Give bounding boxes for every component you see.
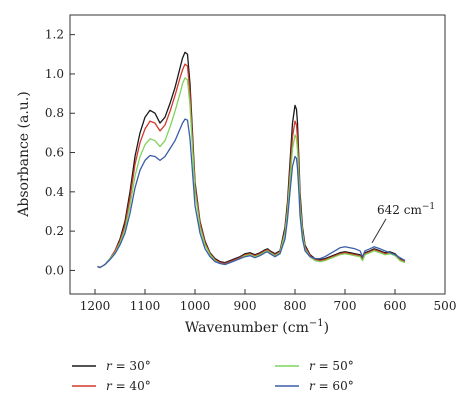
x-tick-label: 1000 [180,299,211,313]
series-layer [97,51,406,269]
legend-label-1: r = 30° [106,359,151,373]
x-tick-label: 1100 [130,299,161,313]
y-tick-label: 0.4 [45,185,64,199]
plot-frame [69,14,446,295]
x-axis-label: Wavenumber (cm−1) [185,318,329,336]
y-axis-label: Absorbance (a.u.) [16,91,32,217]
y-tick-label: 1.0 [45,67,64,81]
y-tick-label: 0.0 [45,263,64,277]
y-tick-label: 0.6 [45,146,64,160]
series-line-2 [97,63,406,269]
series-line-1 [97,51,406,269]
x-tick-label: 500 [434,299,457,313]
legend-label-3: r = 50° [309,359,354,373]
x-tick-label: 700 [334,299,357,313]
x-axis-ticks: 1200 1100 1000 900 800 700 600 500 [80,289,457,313]
y-axis-ticks: 0.0 0.2 0.4 0.6 0.8 1.0 1.2 [45,28,75,277]
y-tick-label: 0.8 [45,106,64,120]
legend: r = 30° r = 40° r = 50° r = 60° [72,359,354,393]
y-tick-label: 1.2 [45,28,64,42]
legend-label-2: r = 40° [106,379,151,393]
series-line-4 [97,118,406,269]
x-tick-label: 600 [384,299,407,313]
legend-label-4: r = 60° [309,379,354,393]
annotation-label: 642 cm−1 [377,202,435,217]
y-tick-label: 0.2 [45,224,64,238]
annotation: 642 cm−1 [371,202,435,244]
x-tick-label: 1200 [80,299,111,313]
x-tick-label: 800 [284,299,307,313]
series-line-3 [97,77,406,269]
annotation-arrow [371,218,387,244]
x-tick-label: 900 [234,299,257,313]
